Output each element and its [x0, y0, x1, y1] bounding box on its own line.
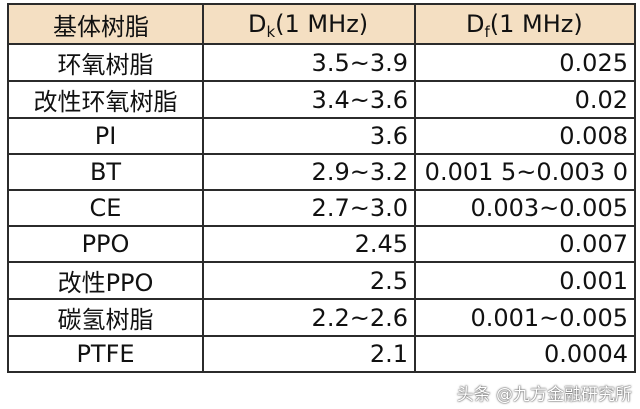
- dk-value: 3.5~3.9: [202, 43, 416, 82]
- dk-value: 2.7~3.0: [202, 189, 416, 227]
- table-row: PI 3.6 0.008: [7, 117, 636, 155]
- header-dk: Dk(1 MHz): [202, 3, 416, 45]
- resin-name: 改性PPO: [7, 261, 204, 300]
- df-value: 0.001~0.005: [414, 298, 636, 337]
- dk-value: 2.2~2.6: [202, 298, 416, 337]
- header-df: Df(1 MHz): [414, 3, 636, 45]
- table-row: CE 2.7~3.0 0.003~0.005: [7, 189, 636, 227]
- table-header: 基体树脂 Dk(1 MHz) Df(1 MHz): [7, 3, 636, 45]
- df-value: 0.003~0.005: [414, 189, 636, 227]
- table-row: 碳氢树脂 2.2~2.6 0.001~0.005: [7, 298, 636, 337]
- resin-dielectric-table: 基体树脂 Dk(1 MHz) Df(1 MHz) 环氧树脂 3.5~3.9 0.…: [7, 3, 636, 373]
- dk-value: 3.4~3.6: [202, 80, 416, 119]
- df-value: 0.02: [414, 80, 636, 119]
- resin-name: PI: [7, 117, 204, 155]
- df-value: 0.008: [414, 117, 636, 155]
- dk-value: 3.6: [202, 117, 416, 155]
- table-row: 改性PPO 2.5 0.001: [7, 261, 636, 300]
- header-df-frequency: (1 MHz): [489, 10, 583, 38]
- header-row: 基体树脂 Dk(1 MHz) Df(1 MHz): [7, 3, 636, 45]
- resin-name: PTFE: [7, 335, 204, 373]
- df-value: 0.001: [414, 261, 636, 300]
- table-row: 改性环氧树脂 3.4~3.6 0.02: [7, 80, 636, 119]
- header-df-subscript: f: [484, 23, 490, 41]
- table-body: 环氧树脂 3.5~3.9 0.025 改性环氧树脂 3.4~3.6 0.02 P…: [7, 43, 636, 373]
- table-row: BT 2.9~3.2 0.001 5~0.003 0: [7, 153, 636, 191]
- dk-value: 2.45: [202, 225, 416, 263]
- resin-name: 改性环氧树脂: [7, 80, 204, 119]
- df-value: 0.001 5~0.003 0: [414, 153, 636, 191]
- header-resin: 基体树脂: [7, 3, 204, 45]
- df-value: 0.0004: [414, 335, 636, 373]
- df-value: 0.007: [414, 225, 636, 263]
- header-df-symbol: D: [466, 10, 485, 38]
- table-row: PPO 2.45 0.007: [7, 225, 636, 263]
- resin-name: BT: [7, 153, 204, 191]
- header-dk-symbol: D: [248, 10, 267, 38]
- resin-name: 环氧树脂: [7, 43, 204, 82]
- table-row: 环氧树脂 3.5~3.9 0.025: [7, 43, 636, 82]
- watermark-text: 头条 @九方金融研究所: [456, 385, 632, 405]
- resin-name: CE: [7, 189, 204, 227]
- header-dk-subscript: k: [266, 23, 276, 41]
- resin-name: 碳氢树脂: [7, 298, 204, 337]
- header-dk-frequency: (1 MHz): [275, 10, 369, 38]
- dk-value: 2.5: [202, 261, 416, 300]
- dk-value: 2.9~3.2: [202, 153, 416, 191]
- dk-value: 2.1: [202, 335, 416, 373]
- df-value: 0.025: [414, 43, 636, 82]
- table-row: PTFE 2.1 0.0004: [7, 335, 636, 373]
- resin-name: PPO: [7, 225, 204, 263]
